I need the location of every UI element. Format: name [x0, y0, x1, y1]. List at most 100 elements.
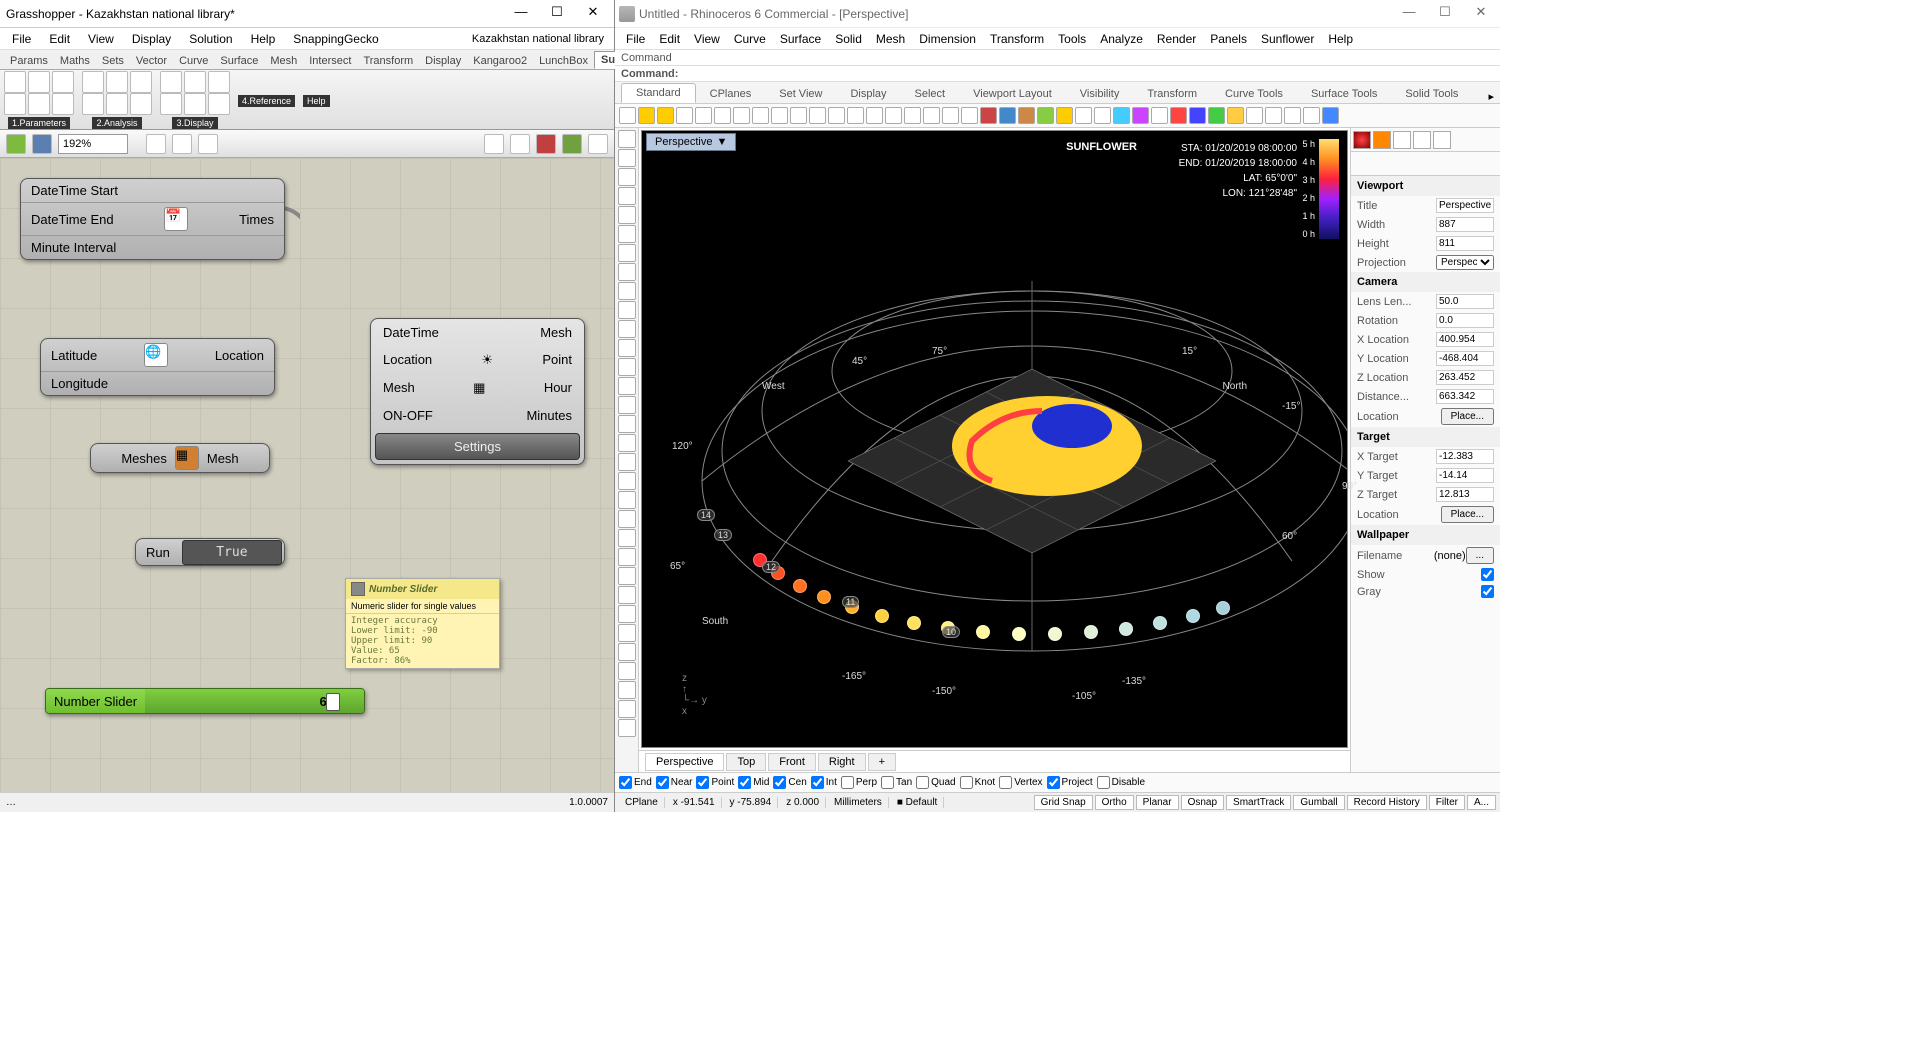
toolbar-icon[interactable] [942, 107, 959, 124]
tool-icon[interactable] [618, 586, 636, 604]
tool-icon[interactable] [618, 206, 636, 224]
menu-help[interactable]: Help [243, 30, 284, 48]
tab-display[interactable]: Display [419, 53, 467, 69]
tab-intersect[interactable]: Intersect [303, 53, 357, 69]
toolbar-icon[interactable] [1037, 107, 1054, 124]
osnap-quad[interactable]: Quad [916, 776, 955, 789]
toolbar-icon[interactable] [1227, 107, 1244, 124]
layers-icon[interactable] [1413, 131, 1431, 149]
ribbon-icon[interactable] [52, 93, 74, 115]
toolbar-tab-transform[interactable]: Transform [1133, 85, 1211, 103]
gh-canvas[interactable]: DateTime Start DateTime End📅Times Minute… [0, 158, 614, 792]
display-icon[interactable] [1393, 131, 1411, 149]
tool-icon[interactable] [618, 510, 636, 528]
toolbar-tab-select[interactable]: Select [901, 85, 960, 103]
ribbon-icon[interactable] [160, 71, 182, 93]
toolbar-icon[interactable] [961, 107, 978, 124]
menu-view[interactable]: View [687, 30, 727, 48]
tool-icon[interactable] [618, 187, 636, 205]
toolbar-icon[interactable] [484, 134, 504, 154]
save-icon[interactable] [32, 134, 52, 154]
toolbar-tab-set-view[interactable]: Set View [765, 85, 836, 103]
prop-input[interactable] [1436, 332, 1494, 347]
prop-input[interactable] [1436, 294, 1494, 309]
tool-icon[interactable] [618, 719, 636, 737]
rh-viewport[interactable]: Perspective▼ SUNFLOWER STA: 01/20/2019 0… [641, 130, 1348, 748]
browse-button[interactable]: ... [1466, 547, 1494, 564]
more-icon[interactable] [1433, 131, 1451, 149]
prop-checkbox[interactable] [1481, 568, 1494, 581]
tab-kangaroo2[interactable]: Kangaroo2 [467, 53, 533, 69]
viewport-tab-front[interactable]: Front [768, 753, 816, 771]
tab-lunchbox[interactable]: LunchBox [533, 53, 594, 69]
osnap-perp[interactable]: Perp [841, 776, 877, 789]
osnap-point[interactable]: Point [696, 776, 734, 789]
close-button[interactable]: ✕ [1466, 4, 1496, 24]
node-run-toggle[interactable]: Run True [135, 538, 285, 566]
tool-icon[interactable] [618, 358, 636, 376]
toolbar-icon[interactable] [1303, 107, 1320, 124]
toolbar-icon[interactable] [771, 107, 788, 124]
toolbar-icon[interactable] [809, 107, 826, 124]
projection-select[interactable]: Perspec... [1436, 255, 1494, 270]
menu-dimension[interactable]: Dimension [912, 30, 983, 48]
tool-icon[interactable] [618, 396, 636, 414]
toolbar-tab-surface-tools[interactable]: Surface Tools [1297, 85, 1391, 103]
tab-maths[interactable]: Maths [54, 53, 96, 69]
toolbar-tab-curve-tools[interactable]: Curve Tools [1211, 85, 1297, 103]
toolbar-icon[interactable] [536, 134, 556, 154]
prop-input[interactable] [1436, 313, 1494, 328]
status-btn-ortho[interactable]: Ortho [1095, 795, 1134, 810]
minimize-button[interactable]: — [506, 4, 536, 24]
menu-transform[interactable]: Transform [983, 30, 1051, 48]
viewport-tab-right[interactable]: Right [818, 753, 866, 771]
node-meshes[interactable]: Meshes ▦ Mesh [90, 443, 270, 473]
osnap-disable[interactable]: Disable [1097, 776, 1145, 789]
toolbar-icon[interactable] [1189, 107, 1206, 124]
open-icon[interactable] [6, 134, 26, 154]
toolbar-tab-visibility[interactable]: Visibility [1066, 85, 1134, 103]
prop-input[interactable] [1436, 389, 1494, 404]
ribbon-icon[interactable] [106, 93, 128, 115]
menu-display[interactable]: Display [124, 30, 179, 48]
rh-command-prompt[interactable]: Command: [615, 66, 1500, 82]
tool-icon[interactable] [618, 377, 636, 395]
prop-input[interactable] [1436, 487, 1494, 502]
ribbon-icon[interactable] [130, 71, 152, 93]
tab-overflow-icon[interactable]: ▸ [1488, 90, 1494, 103]
toolbar-icon[interactable] [1265, 107, 1282, 124]
toolbar-icon[interactable] [146, 134, 166, 154]
tool-icon[interactable] [618, 662, 636, 680]
material-icon[interactable] [1373, 131, 1391, 149]
tool-icon[interactable] [618, 434, 636, 452]
prop-input[interactable] [1436, 236, 1494, 251]
prop-input[interactable] [1436, 370, 1494, 385]
prop-input[interactable] [1436, 468, 1494, 483]
menu-edit[interactable]: Edit [41, 30, 78, 48]
toolbar-icon[interactable] [1151, 107, 1168, 124]
toolbar-icon[interactable] [638, 107, 655, 124]
minimize-button[interactable]: — [1394, 4, 1424, 24]
ribbon-icon[interactable] [52, 71, 74, 93]
ribbon-icon[interactable] [160, 93, 182, 115]
toolbar-tab-standard[interactable]: Standard [621, 83, 696, 103]
menu-help[interactable]: Help [1321, 30, 1360, 48]
toolbar-icon[interactable] [1056, 107, 1073, 124]
tool-icon[interactable] [618, 681, 636, 699]
tool-icon[interactable] [618, 282, 636, 300]
tool-icon[interactable] [618, 567, 636, 585]
tool-icon[interactable] [618, 529, 636, 547]
maximize-button[interactable]: ☐ [1430, 4, 1460, 24]
viewport-tab-top[interactable]: Top [726, 753, 766, 771]
ribbon-icon[interactable] [4, 93, 26, 115]
osnap-int[interactable]: Int [811, 776, 837, 789]
close-button[interactable]: ✕ [578, 4, 608, 24]
tool-icon[interactable] [618, 643, 636, 661]
status-layer[interactable]: ■ Default [891, 797, 945, 808]
ribbon-icon[interactable] [82, 71, 104, 93]
toolbar-icon[interactable] [980, 107, 997, 124]
tool-icon[interactable] [618, 548, 636, 566]
tool-icon[interactable] [618, 472, 636, 490]
toolbar-tab-display[interactable]: Display [836, 85, 900, 103]
status-btn-recordhistory[interactable]: Record History [1347, 795, 1427, 810]
